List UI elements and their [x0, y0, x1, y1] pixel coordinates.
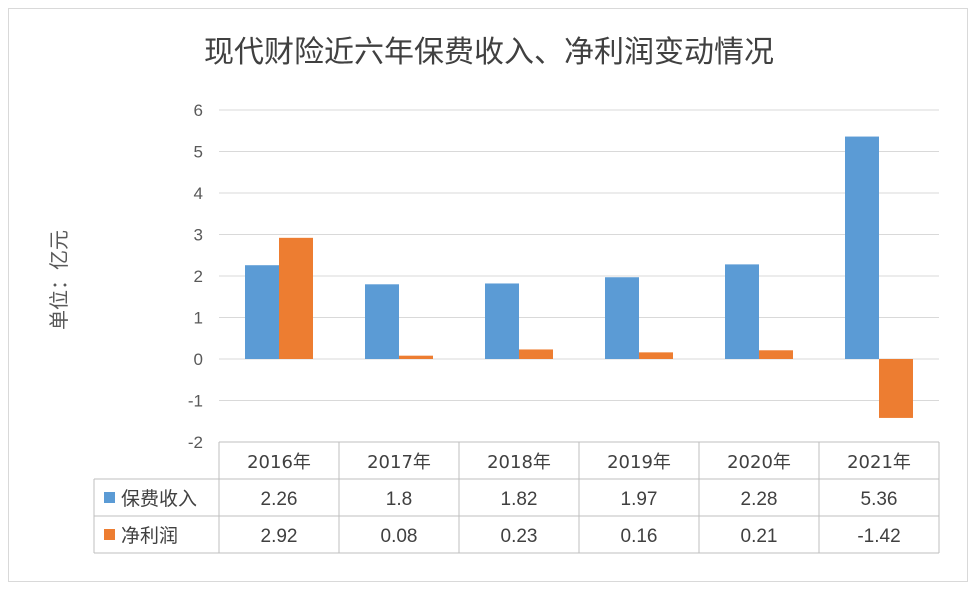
legend-swatch-net-profit: [104, 529, 115, 540]
bar-net-profit-0: [279, 237, 313, 359]
y-axis-label: 单位：亿元: [47, 230, 71, 330]
bar-premium-2: [485, 283, 519, 359]
y-tick-label: 5: [194, 143, 203, 162]
table-cell: 1.97: [621, 489, 658, 510]
bar-premium-4: [725, 264, 759, 359]
table-cell: 0.21: [741, 526, 778, 547]
y-tick-label: -2: [188, 433, 203, 452]
bars: [245, 136, 913, 418]
chart-frame: [8, 8, 968, 582]
category-label: 2018年: [487, 452, 551, 473]
bar-net-profit-1: [399, 355, 433, 359]
y-tick-label: 0: [194, 350, 203, 369]
y-tick-label: 6: [194, 101, 203, 120]
category-label: 2017年: [367, 452, 431, 473]
y-axis-ticks: -2 -1 0 1 2 3 4 5 6: [188, 101, 203, 452]
category-label: 2016年: [247, 452, 311, 473]
bar-premium-5: [845, 136, 879, 359]
bar-premium-1: [365, 284, 399, 359]
table-cell: 2.92: [261, 526, 298, 547]
chart-title: 现代财险近六年保费收入、净利润变动情况: [204, 35, 774, 70]
bar-net-profit-3: [639, 352, 673, 359]
bar-net-profit-5: [879, 359, 913, 418]
table-cell: 0.23: [501, 526, 538, 547]
bar-net-profit-2: [519, 349, 553, 359]
table-cell: 0.08: [381, 526, 418, 547]
table-cell: 2.28: [741, 489, 778, 510]
bar-premium-0: [245, 265, 279, 359]
y-tick-label: 1: [194, 309, 203, 328]
table-cell: 1.82: [501, 489, 538, 510]
table-cell: 0.16: [621, 526, 658, 547]
series-name: 净利润: [121, 525, 178, 547]
series-name: 保费收入: [121, 488, 197, 510]
table-cell: 2.26: [261, 489, 298, 510]
gridlines: [219, 109, 939, 401]
y-tick-label: 4: [194, 184, 203, 203]
y-tick-label: -1: [188, 392, 203, 411]
bar-net-profit-4: [759, 350, 793, 359]
category-label: 2019年: [607, 452, 671, 473]
table-cell: 1.8: [386, 489, 412, 510]
y-tick-label: 3: [194, 226, 203, 245]
table-cell: -1.42: [857, 526, 900, 547]
legend-swatch-premium: [104, 492, 115, 503]
table-cell: 5.36: [861, 489, 898, 510]
y-tick-label: 2: [194, 267, 203, 286]
bar-premium-3: [605, 277, 639, 359]
category-label: 2021年: [847, 452, 911, 473]
category-label: 2020年: [727, 452, 791, 473]
